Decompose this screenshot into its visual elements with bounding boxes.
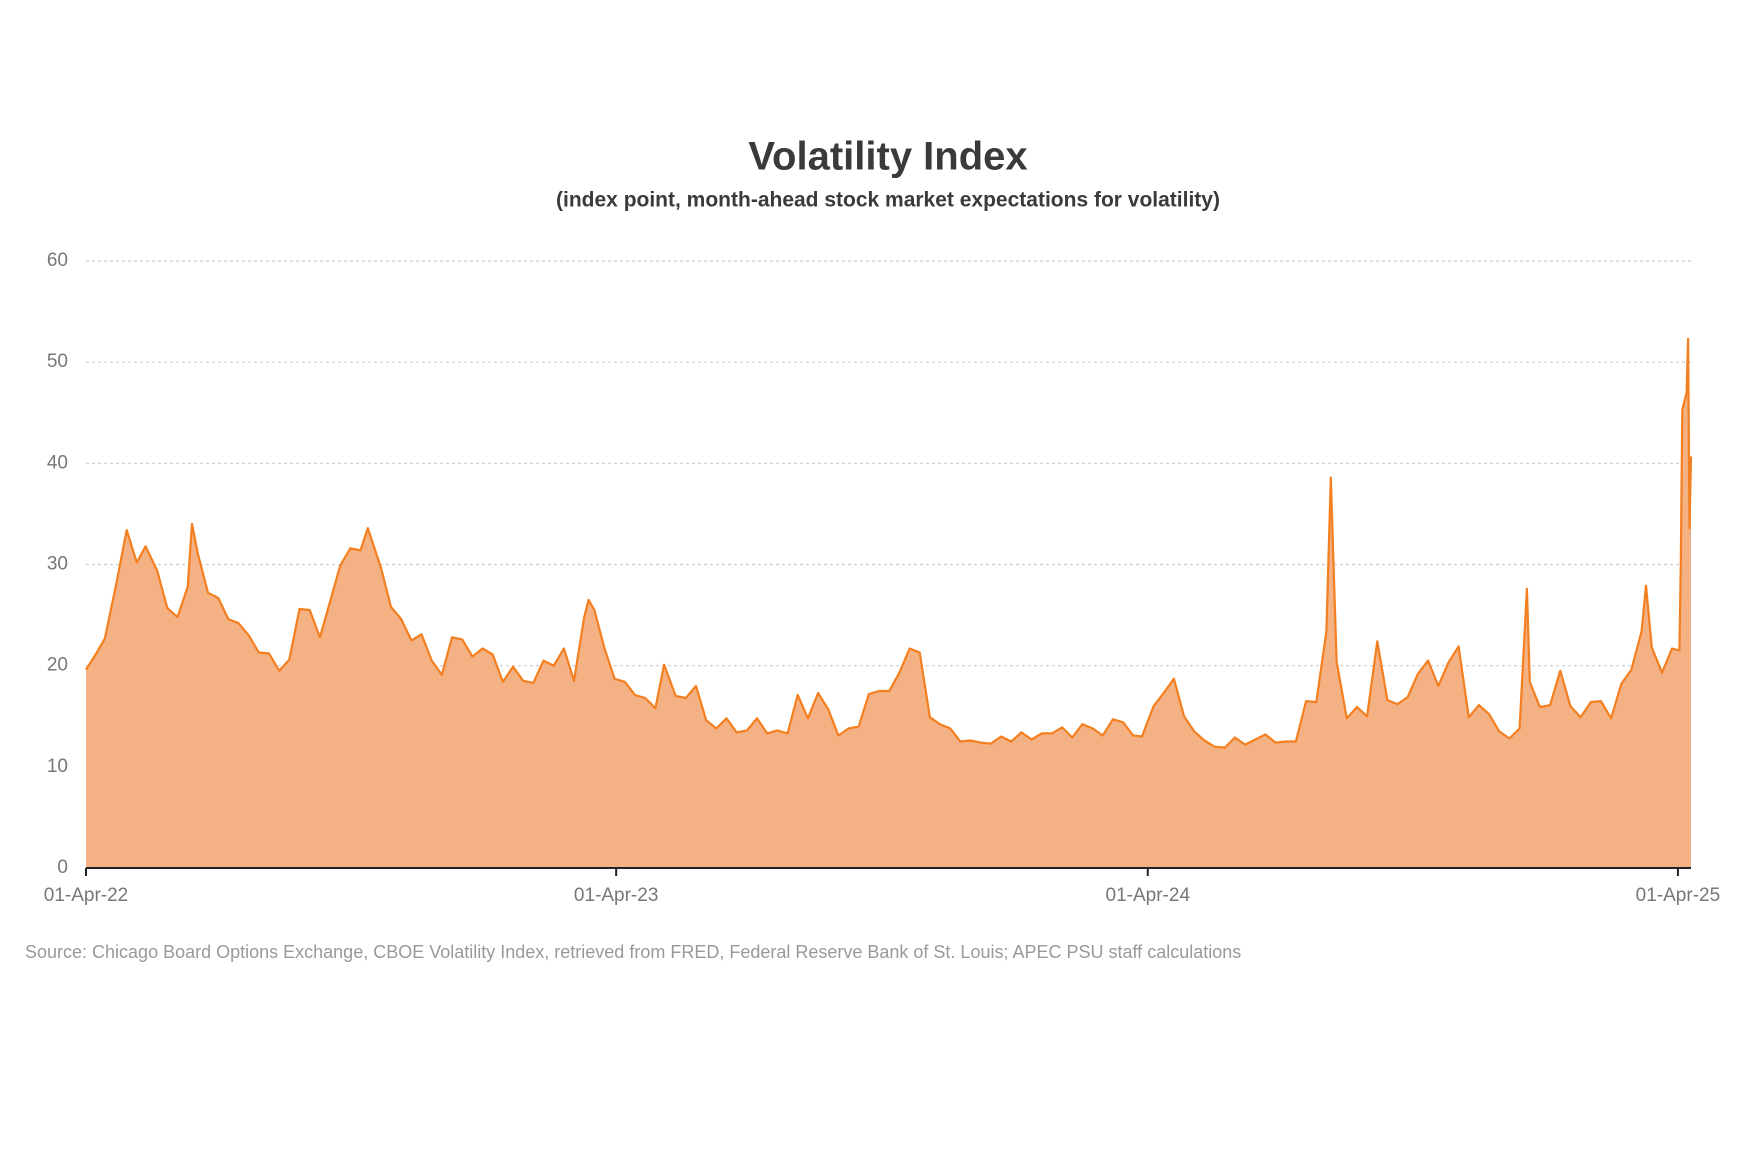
x-tick-label: 01-Apr-25	[1636, 885, 1721, 906]
chart-subtitle: (index point, month-ahead stock market e…	[556, 189, 1220, 212]
chart-title: Volatility Index	[748, 135, 1027, 179]
y-tick-label: 50	[47, 351, 68, 372]
y-tick-label: 30	[47, 554, 68, 575]
y-tick-label: 60	[47, 250, 68, 271]
x-tick-label: 01-Apr-23	[574, 885, 659, 906]
source-note: Source: Chicago Board Options Exchange, …	[25, 942, 1241, 962]
y-tick-label: 40	[47, 452, 68, 473]
x-tick-label: 01-Apr-22	[44, 885, 129, 906]
line	[85, 337, 1693, 749]
y-tick-label: 20	[47, 655, 68, 676]
y-tick-label: 10	[47, 756, 68, 777]
area	[86, 338, 1691, 868]
x-tick-label: 01-Apr-24	[1106, 885, 1191, 906]
y-tick-label: 0	[57, 857, 68, 878]
